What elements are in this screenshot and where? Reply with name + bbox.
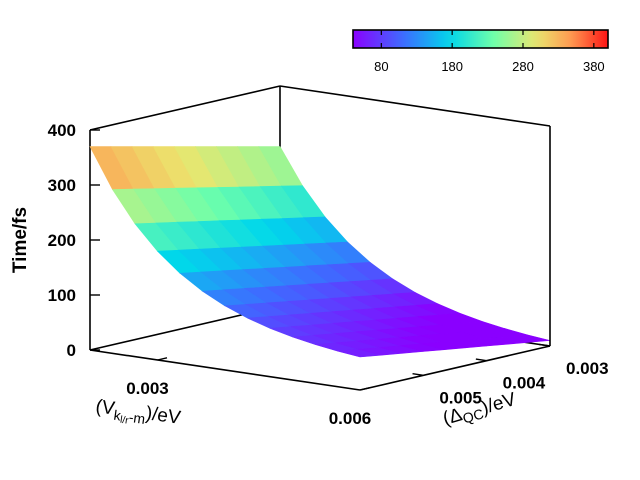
z-tick-label: 200 [48,231,76,250]
y-tick-label: 0.005 [439,388,482,407]
x-axis-title-prefix: (V [94,396,116,419]
y-tick-mark [412,373,424,377]
x-tick-mark [157,357,168,361]
box-front-frame [89,126,551,391]
z-tick-label: 0 [67,341,76,360]
y-tick-mark [539,343,551,347]
frame-edge-floor-right [359,345,551,391]
frame-edge-top-right [279,85,551,127]
x-tick-mark [359,387,370,391]
y-tick-label: 0.004 [503,374,546,393]
x-axis-title-subsub: l/r [119,415,129,427]
z-tick-label: 300 [48,176,76,195]
x-tick-label: 0.003 [126,379,169,398]
axis-ticks: 0 100 200 300 400 0.003 0.006 0.003 0.004 0.005 [48,121,609,428]
y-axis-title-sub: QC [461,405,486,426]
surface-cell [506,334,551,343]
x-axis-title: (Vkl/r-m)/eV [94,396,183,434]
y-tick-mark [475,358,487,362]
colorbar-box [352,29,609,49]
colorbar: 80 180 280 380 [352,29,609,74]
colorbar-tick-label: 280 [512,59,534,74]
z-axis-title: Time/fs [10,207,31,273]
frame-edge-top-back [89,85,281,131]
y-tick-label: 0.003 [566,359,609,378]
colorbar-tick-label: 380 [583,59,605,74]
y-axis-title-prefix: (Δ [441,404,465,430]
z-tick-label: 100 [48,286,76,305]
frame-edge-floor-front [89,349,361,391]
x-axis-title-sub2: -m [128,409,146,427]
x-tick-label: 0.006 [329,409,372,428]
x-axis-title-sub: k [113,407,123,424]
z-tick-label: 400 [48,121,76,140]
colorbar-tick-label: 80 [374,59,388,74]
y-axis-title-suffix: )/eV [479,389,519,419]
surface-mesh [89,146,551,358]
x-axis-title-suffix: )/eV [144,403,182,429]
colorbar-tick-label: 180 [441,59,463,74]
